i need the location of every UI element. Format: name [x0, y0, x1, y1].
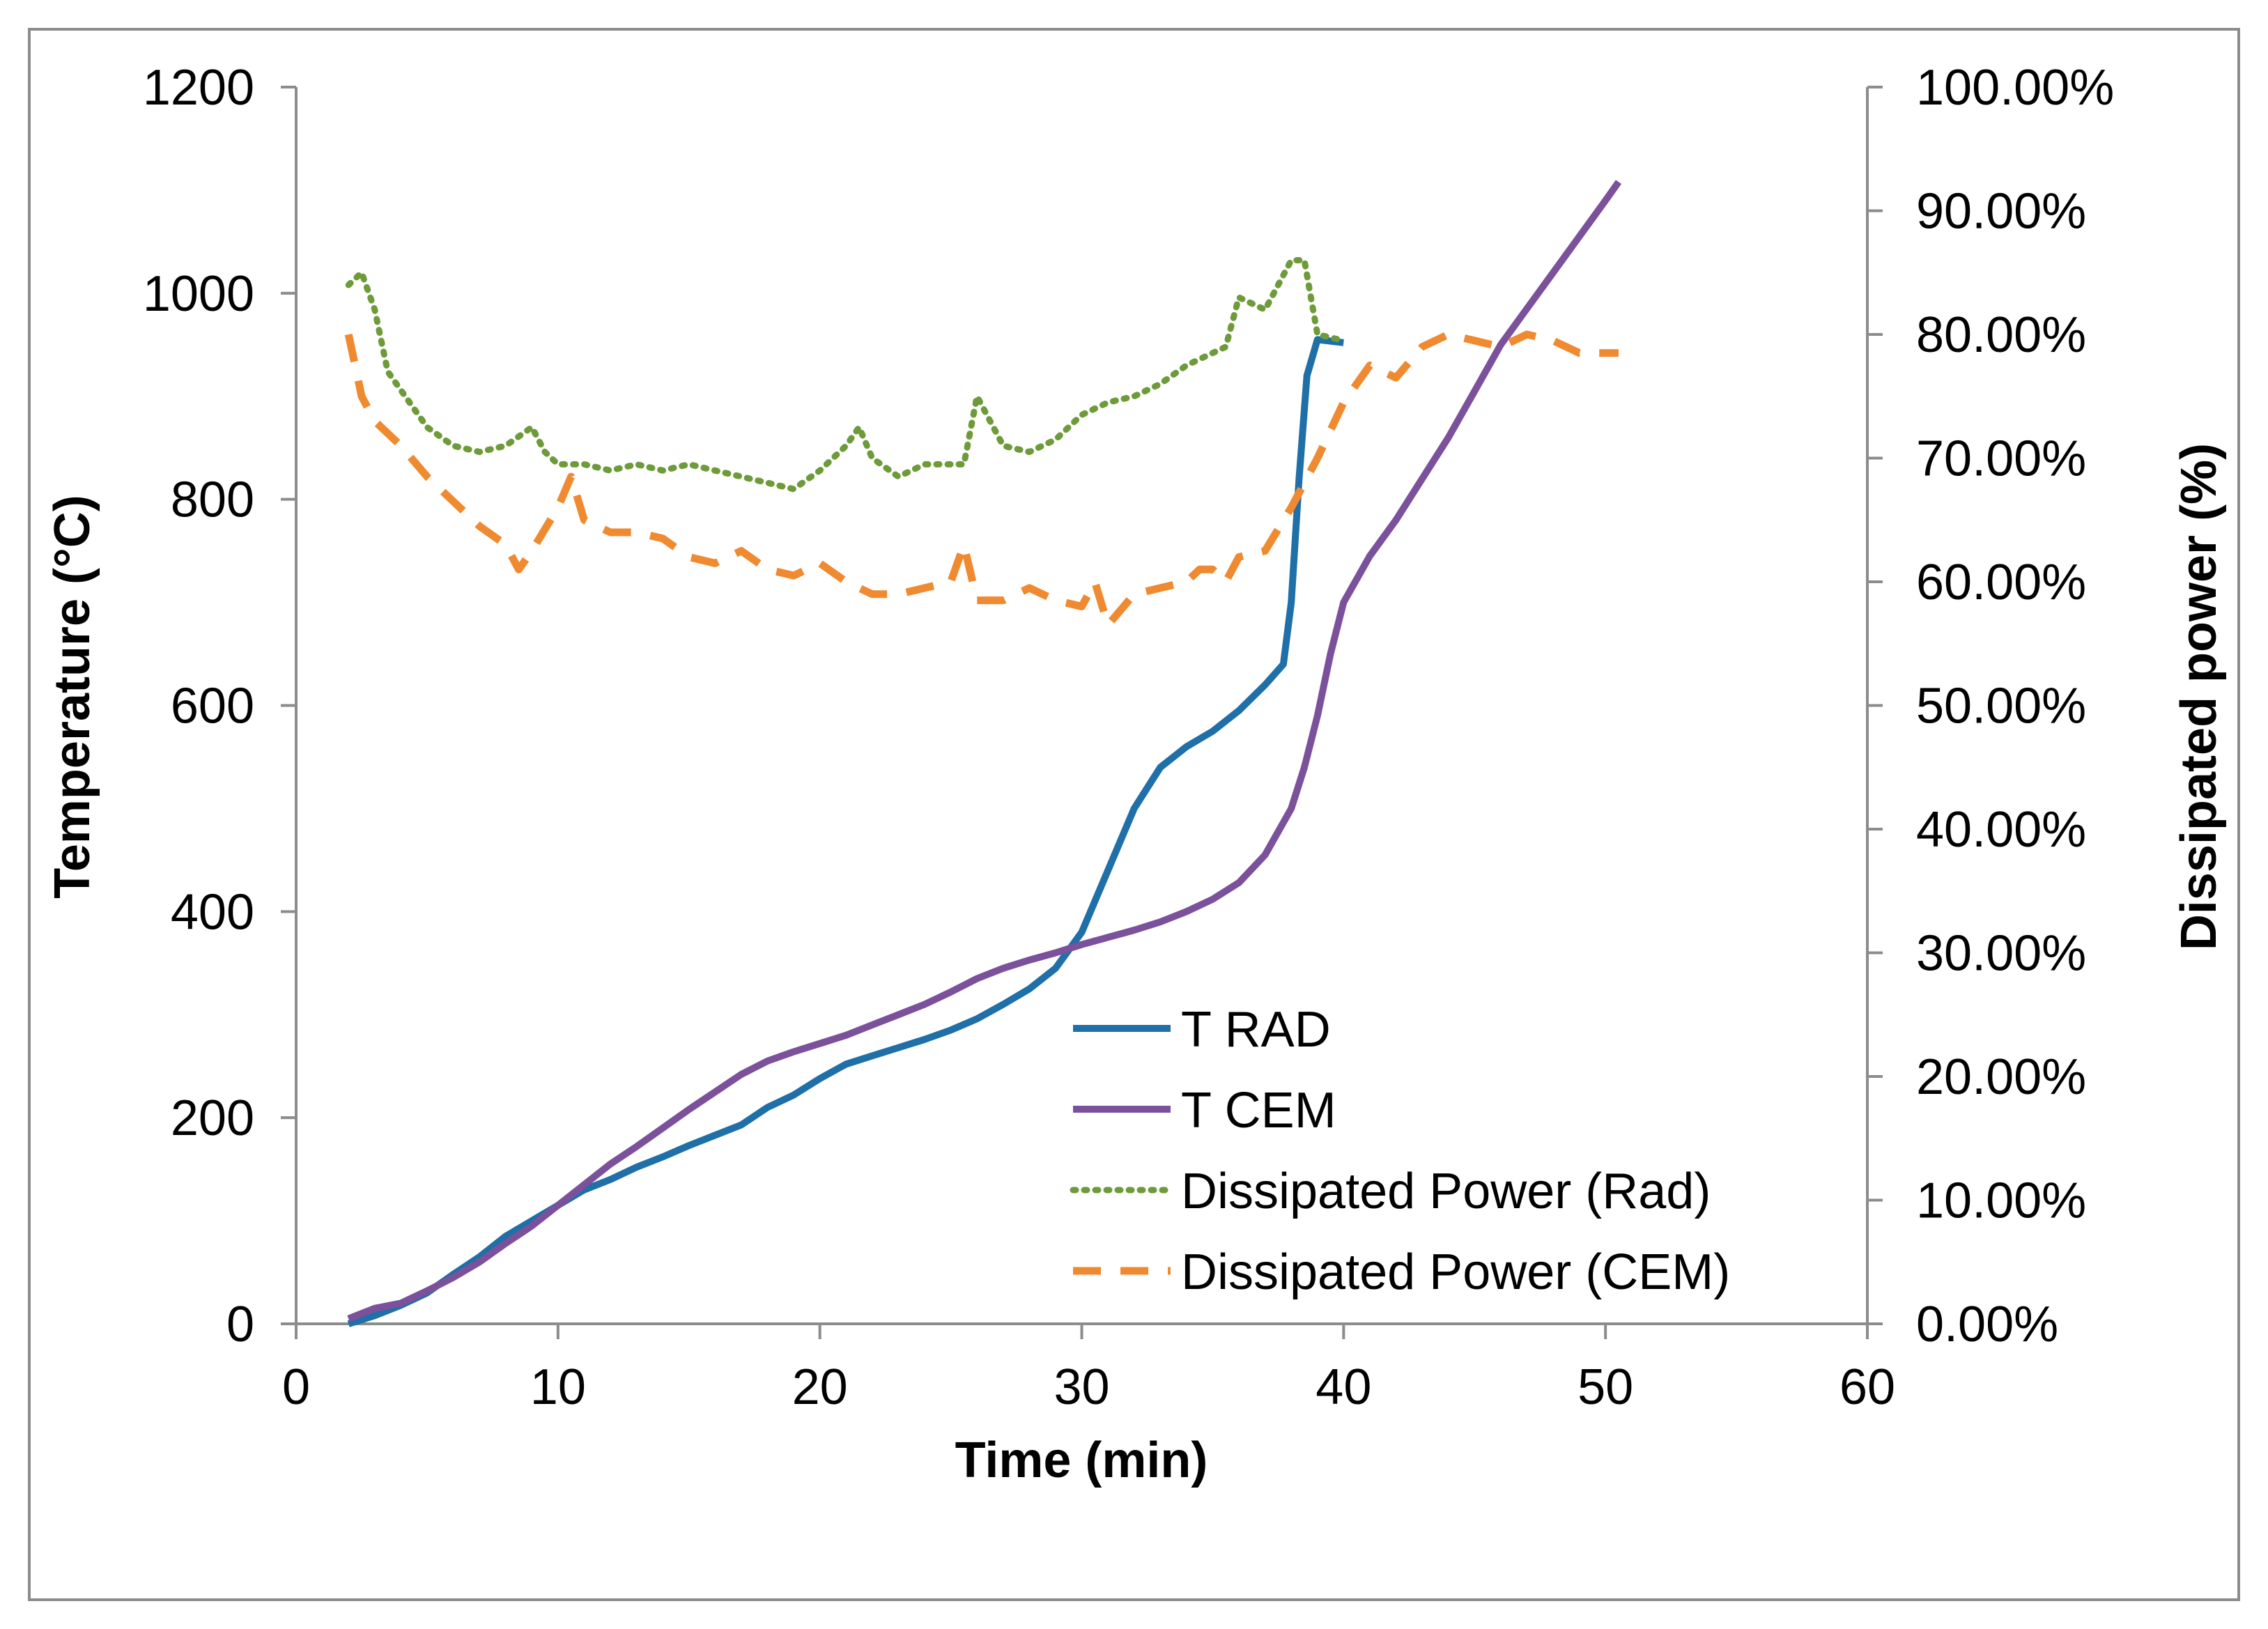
y2-tick-label: 90.00%	[1916, 184, 2086, 240]
y-axis-title: Temperature (°C)	[45, 495, 100, 899]
legend: T RAD T CEM Dissipated Power (Rad) Dissipat…	[1070, 1002, 1730, 1300]
legend-label-1: T CEM	[1181, 1083, 1336, 1138]
legend-label-3: Dissipated Power (CEM)	[1181, 1244, 1730, 1300]
y-tick-label: 800	[171, 472, 254, 528]
y-tick-label: 600	[171, 679, 254, 734]
y-tick-label: 1200	[143, 60, 254, 116]
series-line-3	[344, 330, 1619, 629]
x-tick-label: 40	[1316, 1359, 1371, 1415]
y-tick-label: 1000	[143, 266, 254, 322]
y2-tick-label: 80.00%	[1916, 307, 2086, 363]
legend-label-0: T RAD	[1181, 1002, 1331, 1058]
series-line-2	[345, 257, 1347, 493]
x-axis-title: Time (min)	[955, 1433, 1208, 1488]
series-lines	[344, 180, 1622, 1327]
y2-tick-label: 60.00%	[1916, 555, 2086, 610]
y2-tick-label: 30.00%	[1916, 926, 2086, 982]
y2-tick-label: 70.00%	[1916, 431, 2086, 487]
y-tick-label: 200	[171, 1090, 254, 1146]
series-line-0	[347, 336, 1344, 1327]
y-tick-label: 0	[226, 1297, 254, 1352]
y-tick-label: 400	[171, 884, 254, 940]
x-tick-label: 20	[792, 1359, 848, 1415]
series-line-1	[347, 180, 1622, 1322]
x-tick-label: 30	[1054, 1359, 1109, 1415]
y2-tick-label: 40.00%	[1916, 802, 2086, 858]
legend-label-2: Dissipated Power (Rad)	[1181, 1164, 1711, 1219]
axes	[295, 87, 1869, 1325]
y2-axis-title: Dissipated power (%)	[2171, 443, 2227, 950]
x-tick-label: 50	[1577, 1359, 1633, 1415]
ticks	[281, 86, 1883, 1339]
x-tick-label: 60	[1839, 1359, 1895, 1415]
y2-tick-label: 50.00%	[1916, 679, 2086, 734]
y2-tick-label: 10.00%	[1916, 1173, 2086, 1229]
tick-labels: 0 10 20 30 40 50 600200400600800100012000.00%1…	[143, 60, 2114, 1415]
x-tick-label: 0	[282, 1359, 310, 1415]
x-tick-label: 10	[530, 1359, 586, 1415]
y2-tick-label: 0.00%	[1916, 1297, 2058, 1352]
y2-tick-label: 100.00%	[1916, 60, 2114, 116]
y2-tick-label: 20.00%	[1916, 1049, 2086, 1105]
